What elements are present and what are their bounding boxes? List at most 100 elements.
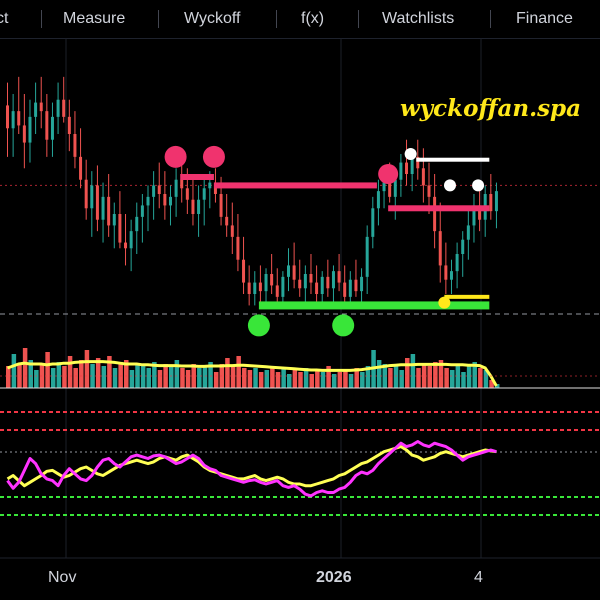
candle-body <box>152 185 156 197</box>
candle-body <box>382 182 386 192</box>
volume-bar <box>354 368 359 388</box>
candle-body <box>438 231 442 266</box>
volume-bar <box>84 350 90 388</box>
candle-body <box>73 134 77 157</box>
candle-body <box>67 116 71 134</box>
volume-bar <box>22 348 28 388</box>
support-marker-circle <box>332 314 355 337</box>
menu-separator <box>490 10 491 28</box>
volume-bar <box>152 362 157 388</box>
candle-body <box>354 279 358 292</box>
candle-body <box>101 196 105 220</box>
volume-bar <box>287 374 292 388</box>
candle-body <box>253 282 257 294</box>
volume-bar <box>382 364 388 388</box>
candle-body <box>478 205 482 220</box>
volume-bar <box>461 372 466 388</box>
menu-separator <box>41 10 42 28</box>
candle-body <box>219 194 223 217</box>
candle-body <box>39 102 43 112</box>
volume-bar <box>79 360 84 388</box>
candle-body <box>50 116 54 140</box>
volume-bar <box>242 368 247 388</box>
support-band <box>258 301 490 310</box>
oscillator-panel <box>0 411 600 559</box>
menu-item-measure[interactable]: Measure <box>63 10 126 27</box>
candle-body <box>326 276 330 289</box>
candle-body <box>348 279 352 297</box>
menu-item-fx[interactable]: f(x) <box>301 10 325 27</box>
candle-body <box>242 259 246 283</box>
menu-item-wyckoff[interactable]: Wyckoff <box>184 10 241 27</box>
volume-bar <box>28 360 33 388</box>
volume-bar <box>365 366 371 388</box>
volume-bar <box>208 362 213 388</box>
candle-body <box>399 162 403 180</box>
candle-body <box>444 265 448 280</box>
candle-body <box>202 188 206 200</box>
candle-body <box>427 185 431 197</box>
candle-body <box>95 185 99 220</box>
menu-item-partial[interactable]: ct <box>0 10 9 27</box>
resistance-band-right <box>388 205 490 212</box>
volume-bar <box>95 358 101 388</box>
oscillator-fast-line <box>6 440 497 498</box>
candle-body <box>287 265 290 277</box>
candle-body <box>393 179 397 197</box>
candle-body <box>90 185 94 209</box>
volume-bar <box>213 372 219 388</box>
candle-body <box>197 199 201 214</box>
candle-body <box>388 182 392 197</box>
low-marker-dot <box>438 296 451 309</box>
candle-body <box>472 205 476 226</box>
volume-bar <box>337 372 343 388</box>
volume-bar <box>281 368 286 388</box>
volume-bar <box>444 368 449 388</box>
volume-bar <box>230 366 236 388</box>
candle-body <box>180 179 184 189</box>
volume-bar <box>275 372 281 388</box>
candle-body <box>281 276 285 297</box>
volume-bar <box>405 358 410 388</box>
volume-bar <box>315 370 320 388</box>
candle-body <box>157 185 161 194</box>
candle-body <box>494 191 498 212</box>
candle-body <box>421 168 425 186</box>
candle-body <box>315 282 319 294</box>
candle-body <box>343 282 347 297</box>
volume-bar <box>292 370 298 388</box>
volume-bar <box>388 368 393 388</box>
volume-bar <box>191 364 196 388</box>
candle-body <box>225 216 229 226</box>
candle-body <box>331 271 335 289</box>
resistance-marker-circle <box>378 164 399 184</box>
volume-bar <box>62 366 67 388</box>
candle-body <box>303 274 307 289</box>
candle-body <box>135 216 139 232</box>
menu-item-finance[interactable]: Finance <box>516 10 573 27</box>
volume-bar <box>124 360 129 388</box>
volume-bar <box>34 370 39 388</box>
volume-bar <box>202 366 208 388</box>
resistance-marker-circle <box>202 145 225 168</box>
volume-bar <box>129 370 135 388</box>
volume-bar <box>399 370 404 388</box>
candle-body <box>298 279 302 289</box>
menu-separator <box>276 10 277 28</box>
volume-panel <box>0 348 600 389</box>
candle-body <box>455 254 459 272</box>
volume-bar <box>112 368 118 388</box>
candle-body <box>6 105 9 129</box>
support-marker-circle <box>247 314 270 337</box>
menu-item-watchlists[interactable]: Watchlists <box>382 10 455 27</box>
menu-bar: ct Measure Wyckoff f(x) Watchlists Finan… <box>0 0 600 39</box>
watermark-text: wyckoffan.spa <box>400 95 581 122</box>
candle-body <box>270 274 274 286</box>
volume-bar <box>90 364 95 388</box>
volume-bar <box>197 368 202 388</box>
chart-area[interactable]: wyckoffan.spa Nov 2026 4 <box>0 38 600 600</box>
high-marker-dot <box>404 148 417 160</box>
volume-bar <box>348 374 354 388</box>
volume-bar <box>303 368 309 388</box>
volume-bar <box>360 372 365 388</box>
